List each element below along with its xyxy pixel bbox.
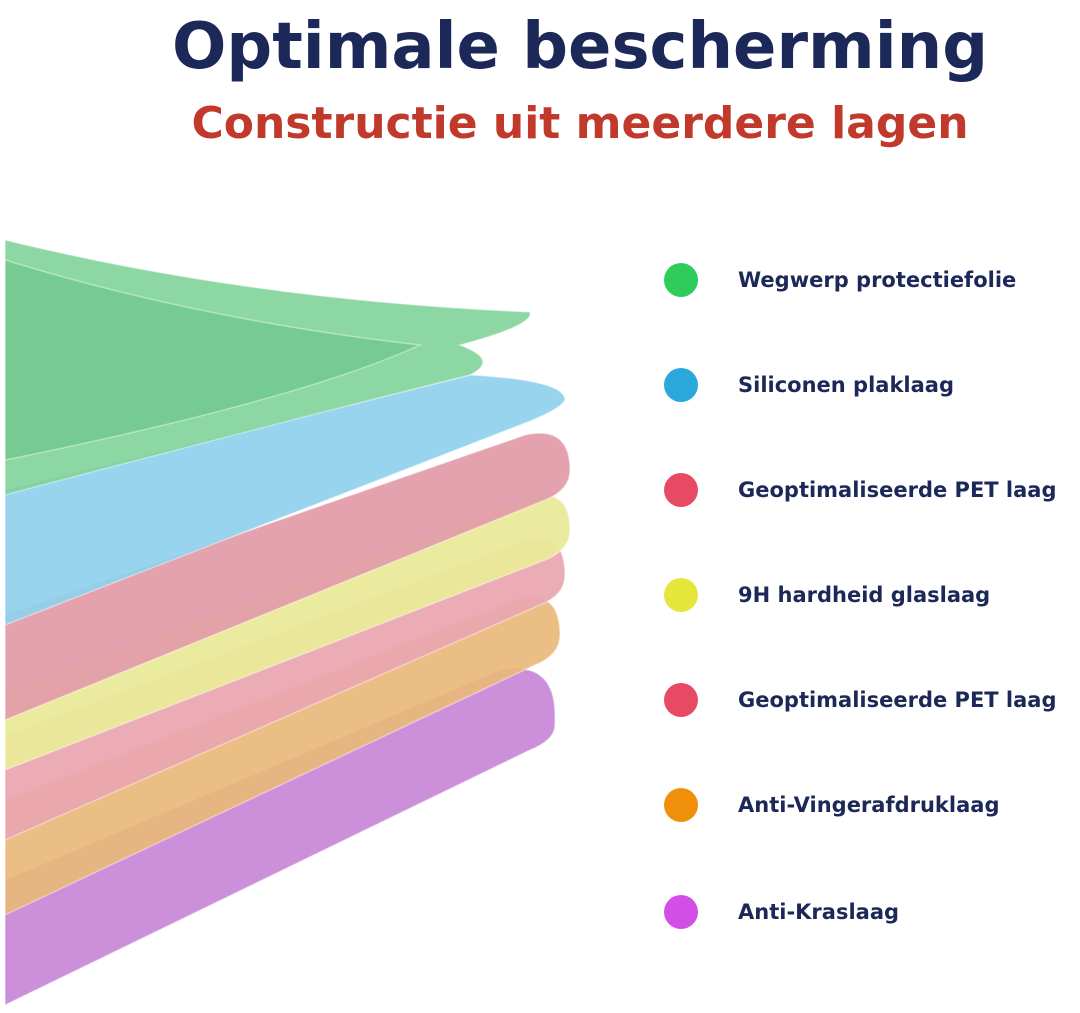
legend-dot [664,683,698,717]
legend: Wegwerp protectiefolie Siliconen plaklaa… [664,263,1057,929]
legend-label: Siliconen plaklaag [738,373,954,397]
layer-pink [4,432,571,722]
layer-green-inner [4,258,423,461]
legend-dot [664,895,698,929]
legend-label: Geoptimaliseerde PET laag [738,688,1057,712]
legend-label: 9H hardheid glaslaag [738,583,990,607]
legend-dot [664,368,698,402]
legend-dot [664,578,698,612]
legend-dot [664,788,698,822]
layer-stack [4,239,571,1007]
title: Optimale bescherming [172,10,988,84]
legend-label: Wegwerp protectiefolie [738,268,1016,292]
subtitle: Constructie uit meerdere lagen [191,98,968,149]
legend-dot [664,473,698,507]
legend-label: Anti-Vingerafdruklaag [738,793,999,817]
layer-blue [4,374,566,627]
legend-label: Geoptimaliseerde PET laag [738,478,1057,502]
legend-label: Anti-Kraslaag [738,900,899,924]
legend-dot [664,263,698,297]
